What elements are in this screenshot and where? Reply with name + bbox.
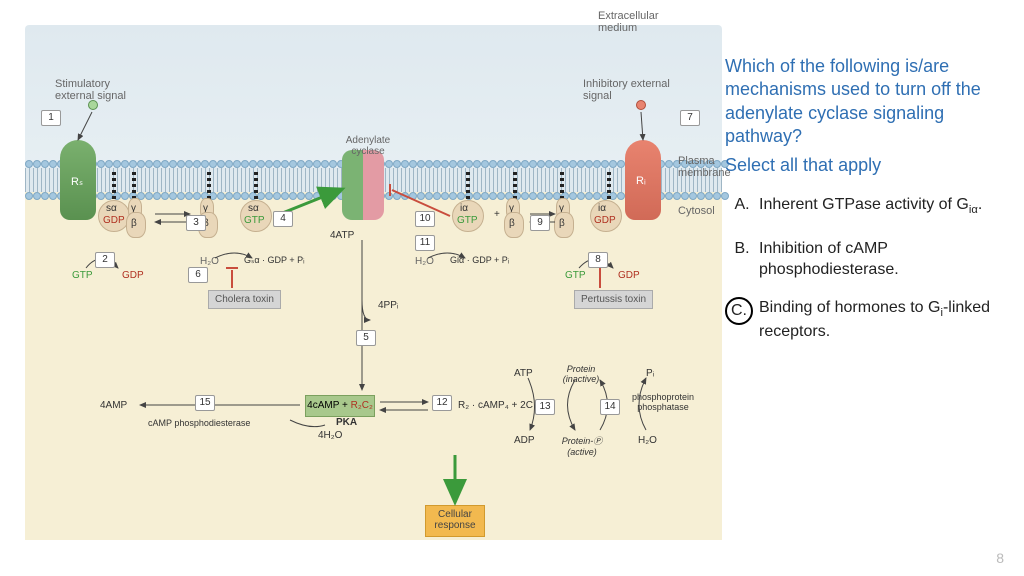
choice-text: Inherent GTPase activity of Giα. bbox=[759, 194, 1020, 222]
step-14: 14 bbox=[600, 399, 620, 415]
question-text: Which of the following is/are mechanisms… bbox=[725, 55, 1020, 149]
step-3: 3 bbox=[186, 215, 206, 231]
step-15: 15 bbox=[195, 395, 215, 411]
step-11: 11 bbox=[415, 235, 435, 251]
step-7: 7 bbox=[680, 110, 700, 126]
select-all-text: Select all that apply bbox=[725, 155, 1020, 176]
step-6: 6 bbox=[188, 267, 208, 283]
step-9: 9 bbox=[530, 215, 550, 231]
page-number: 8 bbox=[996, 550, 1004, 566]
step-8: 8 bbox=[588, 252, 608, 268]
choice-letter[interactable]: A. bbox=[725, 194, 759, 222]
step-4: 4 bbox=[273, 211, 293, 227]
question-panel: Which of the following is/are mechanisms… bbox=[725, 55, 1020, 359]
step-5: 5 bbox=[356, 330, 376, 346]
choice-letter[interactable]: C. bbox=[725, 297, 753, 325]
step-13: 13 bbox=[535, 399, 555, 415]
step-12: 12 bbox=[432, 395, 452, 411]
step-10: 10 bbox=[415, 211, 435, 227]
step-2: 2 bbox=[95, 252, 115, 268]
choice-list: A.Inherent GTPase activity of Giα.B.Inhi… bbox=[725, 194, 1020, 343]
choice-text: Inhibition of cAMP phosphodiesterase. bbox=[759, 238, 1020, 281]
choice-letter[interactable]: B. bbox=[725, 238, 759, 266]
step-1: 1 bbox=[41, 110, 61, 126]
choice-text: Binding of hormones to Gi-linked recepto… bbox=[759, 297, 1020, 343]
